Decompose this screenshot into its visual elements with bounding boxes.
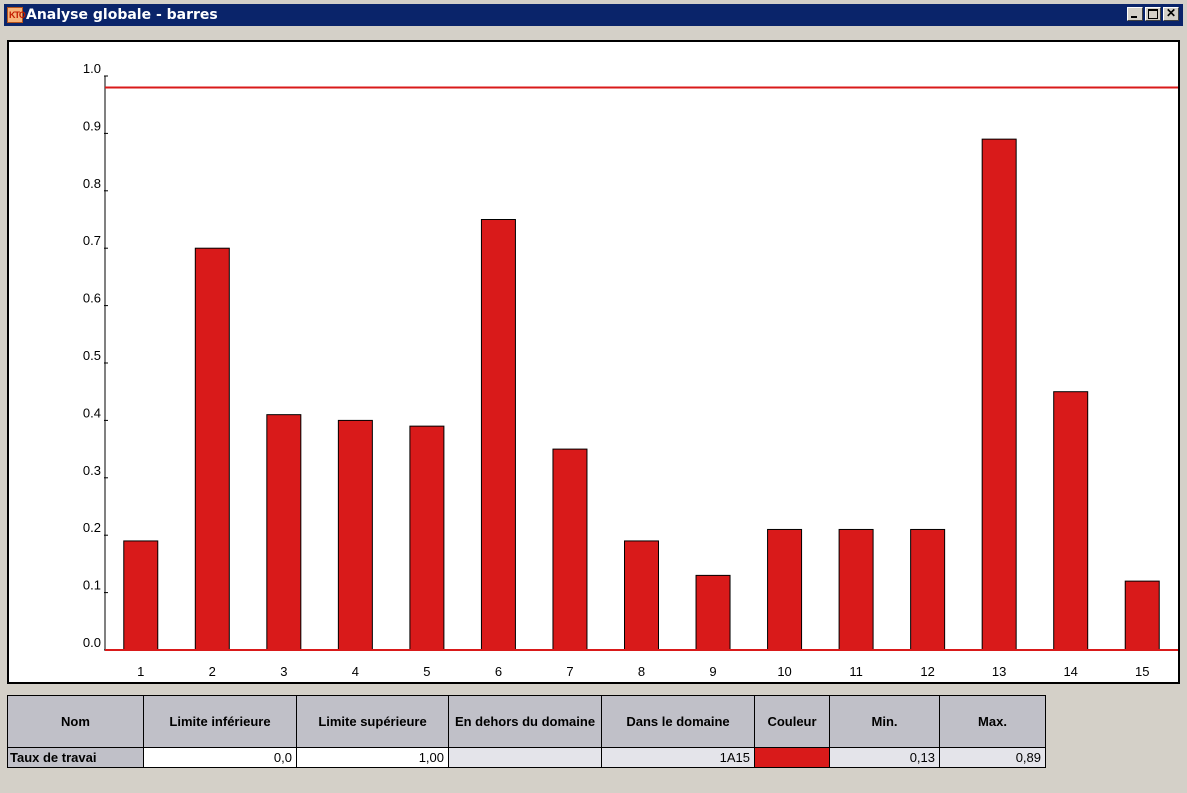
header-dans-domaine[interactable]: Dans le domaine bbox=[601, 695, 755, 748]
close-button[interactable]: ✕ bbox=[1163, 6, 1179, 21]
x-tick-label: 15 bbox=[1135, 664, 1149, 679]
y-tick-label: 0.3 bbox=[83, 463, 101, 478]
x-tick-label: 2 bbox=[209, 664, 216, 679]
x-tick-label: 12 bbox=[920, 664, 934, 679]
bar bbox=[480, 219, 516, 651]
bar bbox=[409, 425, 445, 651]
y-tick-label: 0.9 bbox=[83, 118, 101, 133]
cell-couleur-swatch[interactable] bbox=[754, 747, 830, 768]
table-row: Taux de travai 0,0 1,00 1A15 0,13 0,89 bbox=[7, 747, 1046, 768]
minimize-button[interactable] bbox=[1127, 7, 1143, 21]
bar bbox=[624, 540, 659, 651]
x-tick-label: 9 bbox=[709, 664, 716, 679]
bar bbox=[838, 528, 874, 651]
bar bbox=[123, 540, 159, 651]
cell-max[interactable]: 0,89 bbox=[939, 747, 1046, 768]
y-tick-label: 0.4 bbox=[83, 405, 101, 420]
header-limite-superieure[interactable]: Limite supérieure bbox=[296, 695, 449, 748]
close-icon: ✕ bbox=[1166, 6, 1177, 20]
bar bbox=[695, 574, 731, 651]
bar-chart: 0.00.10.20.30.40.50.60.70.80.91.01 2 3 4 5 6 7… bbox=[83, 61, 1178, 679]
header-limite-inferieure[interactable]: Limite inférieure bbox=[143, 695, 297, 748]
title-bar[interactable]: KTO Analyse globale - barres ✕ bbox=[4, 4, 1183, 26]
x-tick-label: 7 bbox=[566, 664, 573, 679]
y-tick-label: 0.7 bbox=[83, 233, 101, 248]
x-tick-label: 13 bbox=[992, 664, 1006, 679]
window-controls: ✕ bbox=[1125, 6, 1179, 21]
y-tick-label: 0.5 bbox=[83, 348, 101, 363]
x-tick-label: 14 bbox=[1063, 664, 1077, 679]
x-tick-label: 11 bbox=[849, 664, 863, 679]
header-couleur[interactable]: Couleur bbox=[754, 695, 830, 748]
cell-en-dehors[interactable] bbox=[448, 747, 602, 768]
cell-dans-domaine[interactable]: 1A15 bbox=[601, 747, 755, 768]
header-min[interactable]: Min. bbox=[829, 695, 940, 748]
y-tick-label: 0.0 bbox=[83, 635, 101, 650]
y-tick-label: 0.2 bbox=[83, 520, 101, 535]
x-tick-label: 1 bbox=[137, 664, 144, 679]
x-tick-label: 4 bbox=[352, 664, 359, 679]
bar bbox=[552, 448, 588, 651]
x-tick-label: 10 bbox=[777, 664, 791, 679]
cell-nom[interactable]: Taux de travai bbox=[7, 747, 144, 768]
bar bbox=[767, 528, 803, 651]
properties-table: Nom Limite inférieure Limite supérieure … bbox=[7, 695, 1046, 768]
bar bbox=[266, 414, 302, 651]
cell-limite-superieure[interactable]: 1,00 bbox=[296, 747, 449, 768]
y-tick-label: 0.6 bbox=[83, 291, 101, 306]
maximize-button[interactable] bbox=[1145, 7, 1161, 21]
bar bbox=[194, 247, 230, 651]
header-en-dehors[interactable]: En dehors du domaine bbox=[448, 695, 602, 748]
bar bbox=[981, 138, 1017, 651]
y-tick-label: 1.0 bbox=[83, 61, 101, 76]
table-header-row: Nom Limite inférieure Limite supérieure … bbox=[7, 695, 1046, 748]
bar bbox=[337, 419, 373, 651]
app-icon: KTO bbox=[7, 7, 26, 23]
window-title: Analyse globale - barres bbox=[26, 7, 218, 23]
header-nom[interactable]: Nom bbox=[7, 695, 144, 748]
x-tick-label: 3 bbox=[280, 664, 287, 679]
x-tick-label: 8 bbox=[638, 664, 645, 679]
bar bbox=[1053, 391, 1089, 651]
app-icon-text: KTO bbox=[9, 10, 26, 20]
bar bbox=[910, 528, 946, 651]
x-tick-label: 5 bbox=[423, 664, 430, 679]
x-tick-label: 6 bbox=[495, 664, 502, 679]
y-tick-label: 0.1 bbox=[83, 578, 101, 593]
cell-limite-inferieure[interactable]: 0,0 bbox=[143, 747, 297, 768]
cell-min[interactable]: 0,13 bbox=[829, 747, 940, 768]
chart-area: 0.0 0.1 0.2 0.3 0.4 0.5 0.6 0.7 0.8 0.9 1.0 1 2 3 4 5 6 7… bbox=[7, 40, 1180, 684]
header-max[interactable]: Max. bbox=[939, 695, 1046, 748]
bar bbox=[1124, 580, 1160, 651]
y-tick-label: 0.8 bbox=[83, 176, 101, 191]
